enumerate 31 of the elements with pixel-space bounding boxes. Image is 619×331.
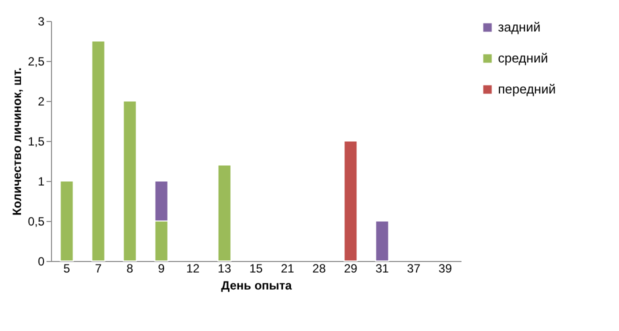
bar (375, 220, 390, 262)
x-tick-label: 13 (218, 262, 232, 276)
x-tick-label: 21 (280, 262, 295, 276)
x-tick-label: 37 (407, 262, 421, 276)
bar (217, 164, 232, 262)
x-tick-label: 7 (94, 262, 102, 276)
y-tick-label: 2,5 (28, 54, 45, 68)
x-tick-label: 9 (158, 262, 166, 276)
legend-label: передний (498, 82, 556, 96)
x-tick-label: 31 (375, 262, 390, 276)
y-tick-label: 3 (38, 14, 45, 28)
legend-label: задний (498, 20, 540, 34)
x-tick-label: 5 (63, 262, 70, 276)
y-tick-label: 1,5 (28, 134, 45, 148)
y-tick-label: 0 (38, 254, 45, 268)
bar (122, 100, 137, 262)
x-tick-label: 12 (186, 262, 200, 276)
y-tick-label: 1 (38, 174, 45, 188)
y-tick-label: 0,5 (28, 214, 45, 228)
y-axis-title: Количество личинок, шт. (10, 67, 24, 216)
x-tick-label: 39 (438, 262, 452, 276)
bar (344, 140, 358, 262)
x-tick-label: 29 (344, 262, 358, 276)
x-axis-title: День опыта (221, 278, 292, 292)
x-tick-label: 8 (126, 262, 134, 276)
bar (91, 40, 106, 262)
x-tick-label: 28 (312, 262, 326, 276)
y-tick-label: 2 (38, 94, 45, 108)
bar (60, 180, 74, 262)
legend-label: средний (498, 50, 548, 66)
x-tick-label: 15 (249, 262, 263, 276)
